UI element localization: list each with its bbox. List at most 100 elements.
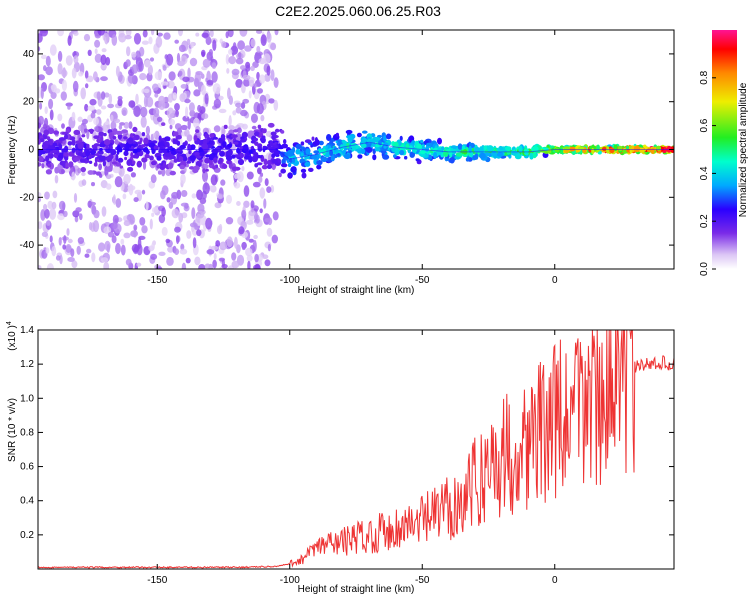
heatmap-cell — [180, 55, 188, 65]
heatmap-cell — [161, 207, 166, 217]
heatmap-cell — [93, 71, 98, 81]
heatmap-cell — [180, 84, 188, 89]
y-tick-label: 1.0 — [20, 393, 34, 404]
heatmap-cell — [138, 61, 144, 72]
heatmap-cell — [54, 166, 60, 174]
heatmap-cell — [238, 226, 245, 235]
heatmap-cell — [215, 240, 221, 247]
heatmap-cell — [270, 42, 277, 51]
heatmap-cell — [78, 137, 83, 143]
heatmap-cell — [209, 133, 215, 138]
heatmap-cell — [375, 137, 381, 141]
heatmap-cell — [171, 208, 180, 219]
spectrogram-y-label: Frequency (Hz) — [7, 116, 18, 185]
heatmap-cell — [272, 211, 279, 221]
heatmap-cell — [38, 192, 42, 198]
colorbar-gradient — [712, 30, 737, 269]
heatmap-cell — [98, 131, 105, 136]
heatmap-cell — [79, 158, 87, 163]
heatmap-cell — [121, 107, 128, 116]
heatmap-cell — [300, 141, 305, 146]
heatmap-cell — [172, 92, 177, 100]
heatmap-cell — [38, 265, 42, 269]
heatmap-cell — [105, 145, 109, 150]
heatmap-cells — [38, 30, 674, 269]
heatmap-cell — [259, 208, 263, 214]
heatmap-cell — [144, 153, 150, 159]
heatmap-cell — [523, 148, 530, 153]
heatmap-cell — [58, 200, 66, 211]
snr-panel: -150 -100 -50 0 0.2 0.4 0.6 0.8 1.0 1.2 1.4 Heigh… — [6, 321, 675, 595]
heatmap-cell — [237, 40, 246, 51]
heatmap-cell — [93, 162, 98, 167]
heatmap-cell — [125, 30, 132, 37]
heatmap-cell — [198, 151, 205, 156]
heatmap-cell — [174, 123, 182, 130]
snr-y-multiplier: (x10 )4 — [6, 321, 18, 351]
heatmap-cell — [193, 77, 200, 87]
snr-series-line — [38, 330, 674, 569]
heatmap-cell — [308, 167, 314, 172]
heatmap-cell — [196, 229, 202, 237]
heatmap-cell — [49, 44, 57, 56]
spectrogram-x-ticks: -150 -100 -50 0 — [147, 30, 558, 286]
heatmap-cell — [107, 231, 115, 238]
heatmap-cell — [213, 157, 218, 164]
heatmap-cell — [189, 155, 196, 161]
heatmap-cell — [39, 102, 43, 110]
x-tick-label: 0 — [552, 575, 558, 586]
heatmap-cell — [226, 159, 232, 165]
heatmap-cell — [152, 83, 159, 91]
heatmap-cell — [345, 129, 353, 135]
heatmap-cell — [181, 153, 187, 157]
heatmap-cell — [45, 55, 51, 67]
heatmap-cell — [243, 185, 250, 197]
heatmap-cell — [210, 174, 218, 186]
heatmap-cell — [38, 46, 41, 52]
heatmap-cell — [58, 143, 63, 151]
heatmap-cell — [618, 145, 623, 152]
heatmap-cell — [433, 151, 438, 159]
heatmap-cell — [104, 32, 109, 45]
heatmap-cell — [220, 125, 226, 137]
heatmap-cell — [261, 254, 269, 259]
heatmap-cell — [74, 215, 79, 223]
colorbar-ticks: 0.0 0.2 0.4 0.6 0.8 — [699, 70, 716, 276]
heatmap-cell — [96, 109, 102, 115]
heatmap-cell — [596, 144, 600, 151]
heatmap-cell — [126, 213, 135, 222]
heatmap-cell — [248, 238, 254, 243]
heatmap-cell — [151, 242, 155, 251]
heatmap-cell — [255, 51, 263, 57]
heatmap-cell — [650, 147, 655, 154]
heatmap-cell — [160, 81, 169, 86]
heatmap-cell — [292, 158, 296, 164]
heatmap-cell — [77, 237, 85, 244]
heatmap-cell — [239, 30, 248, 37]
heatmap-cell — [449, 150, 453, 158]
heatmap-cell — [120, 244, 126, 256]
heatmap-cell — [44, 208, 50, 219]
heatmap-cell — [268, 98, 275, 104]
heatmap-cell — [352, 145, 356, 151]
heatmap-cell — [62, 131, 69, 135]
heatmap-cell — [242, 145, 249, 152]
heatmap-cell — [181, 190, 188, 197]
heatmap-cell — [98, 155, 106, 162]
heatmap-cell — [238, 51, 242, 59]
heatmap-cell — [162, 162, 167, 169]
heatmap-cell — [270, 185, 275, 193]
heatmap-cell — [70, 248, 75, 257]
heatmap-cell — [213, 253, 217, 260]
heatmap-cell — [133, 224, 138, 231]
heatmap-cell — [93, 135, 100, 140]
heatmap-cell — [101, 206, 107, 217]
heatmap-cell — [299, 158, 306, 164]
heatmap-cell — [217, 225, 222, 235]
heatmap-cell — [280, 163, 288, 168]
heatmap-cell — [117, 95, 123, 101]
heatmap-cell — [270, 131, 277, 136]
heatmap-cell — [123, 150, 129, 157]
heatmap-cell — [44, 106, 48, 114]
heatmap-cell — [235, 57, 244, 65]
